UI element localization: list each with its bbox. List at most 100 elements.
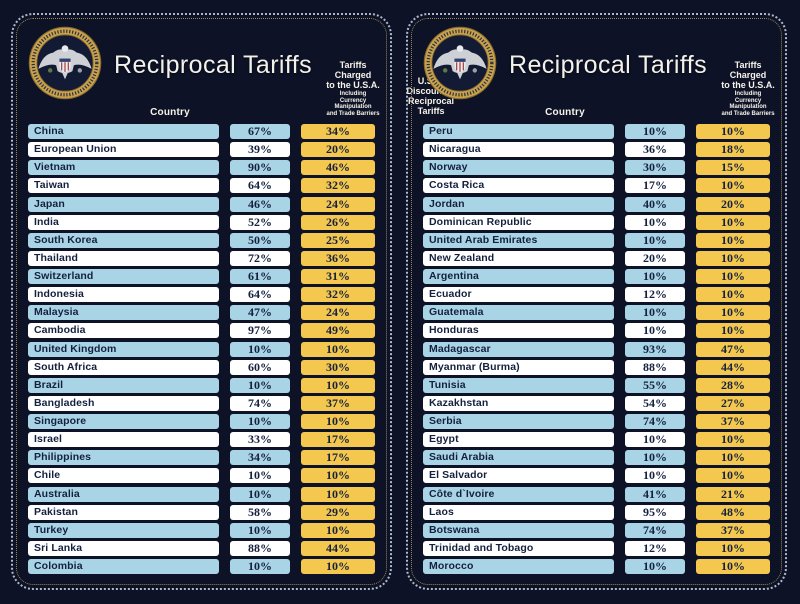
- table-row: Singapore 10% 10%: [28, 414, 375, 429]
- country-cell: Brazil: [28, 377, 219, 393]
- discounted-tariff-cell: 10%: [301, 377, 375, 393]
- charged-tariff-cell: 61%: [230, 269, 290, 284]
- charged-tariff-cell: 10%: [625, 305, 685, 321]
- charged-sub-line: Including: [339, 91, 367, 97]
- country-cell: Dominican Republic: [423, 214, 614, 230]
- charged-tariff-cell: 33%: [230, 432, 290, 448]
- discounted-tariff-cell: 25%: [301, 232, 375, 248]
- country-cell: United Arab Emirates: [423, 232, 614, 248]
- country-cell: Malaysia: [28, 305, 219, 321]
- charged-header-subtext: Including Currency Manipulation and Trad…: [323, 91, 383, 117]
- discounted-tariff-cell: 36%: [301, 250, 375, 266]
- country-cell: Peru: [423, 124, 614, 139]
- charged-header-line: Tariffs Charged: [729, 60, 767, 80]
- charged-sub-line: and Trade Barriers: [326, 110, 380, 117]
- charged-tariff-cell: 74%: [625, 414, 685, 429]
- discounted-tariff-cell: 20%: [696, 196, 770, 212]
- country-cell: Philippines: [28, 450, 219, 466]
- table-row: Vietnam 90% 46%: [28, 160, 375, 176]
- table-row: Brazil 10% 10%: [28, 377, 375, 393]
- country-cell: Serbia: [423, 414, 614, 429]
- country-cell: South Africa: [28, 359, 219, 375]
- charged-tariff-cell: 12%: [625, 287, 685, 303]
- discounted-tariff-cell: 15%: [696, 160, 770, 176]
- discounted-tariff-cell: 21%: [696, 486, 770, 502]
- discounted-tariff-cell: 10%: [696, 323, 770, 339]
- panel-inner: Reciprocal Tariffs Country Tariffs Charg…: [16, 18, 456, 585]
- table-row: South Korea 50% 25%: [28, 232, 375, 248]
- charged-tariff-cell: 12%: [625, 540, 685, 556]
- presidential-seal-icon: [422, 24, 498, 105]
- country-cell: United Kingdom: [28, 341, 219, 357]
- charged-tariff-cell: 10%: [625, 232, 685, 248]
- table-row: Japan 46% 24%: [28, 196, 375, 212]
- presidential-seal-icon: [27, 24, 103, 105]
- country-cell: Turkey: [28, 522, 219, 538]
- charged-tariff-cell: 74%: [625, 522, 685, 538]
- table-row: Sri Lanka 88% 44%: [28, 540, 375, 556]
- country-cell: Trinidad and Tobago: [423, 540, 614, 556]
- charged-tariff-cell: 10%: [230, 341, 290, 357]
- charged-tariff-cell: 30%: [625, 160, 685, 176]
- table-row: Kazakhstan 54% 27%: [423, 395, 770, 411]
- discounted-tariff-cell: 10%: [696, 432, 770, 448]
- charged-tariff-cell: 10%: [230, 468, 290, 484]
- discounted-tariff-cell: 10%: [696, 178, 770, 194]
- discount-header-line: Reciprocal Tariffs: [789, 96, 800, 116]
- table-row: Pakistan 58% 29%: [28, 504, 375, 520]
- discounted-tariff-cell: 29%: [301, 504, 375, 520]
- panel-inner: Reciprocal Tariffs Country Tariffs Charg…: [411, 18, 782, 585]
- charged-tariff-cell: 60%: [230, 359, 290, 375]
- discounted-tariff-cell: 24%: [301, 305, 375, 321]
- country-cell: Singapore: [28, 414, 219, 429]
- charged-tariff-cell: 41%: [625, 486, 685, 502]
- table-row: Norway 30% 15%: [423, 160, 770, 176]
- charged-tariff-cell: 52%: [230, 214, 290, 230]
- discounted-tariff-cell: 37%: [696, 522, 770, 538]
- table-row: South Africa 60% 30%: [28, 359, 375, 375]
- table-row: United Arab Emirates 10% 10%: [423, 232, 770, 248]
- brand: Reciprocal Tariffs: [27, 24, 312, 105]
- table-row: El Salvador 10% 10%: [423, 468, 770, 484]
- discounted-tariff-cell: 32%: [301, 178, 375, 194]
- charged-header-subtext: Including Currency Manipulation and Trad…: [718, 91, 778, 117]
- charged-tariff-cell: 10%: [230, 414, 290, 429]
- tariff-panel-right: Reciprocal Tariffs Country Tariffs Charg…: [406, 13, 787, 590]
- charged-tariff-cell: 72%: [230, 250, 290, 266]
- discounted-tariff-cell: 37%: [301, 395, 375, 411]
- discounted-tariff-cell: 37%: [696, 414, 770, 429]
- charged-tariff-cell: 88%: [230, 540, 290, 556]
- charged-tariff-cell: 39%: [230, 142, 290, 158]
- discounted-tariff-cell: 17%: [301, 450, 375, 466]
- country-cell: Egypt: [423, 432, 614, 448]
- charged-tariff-cell: 64%: [230, 287, 290, 303]
- country-cell: Kazakhstan: [423, 395, 614, 411]
- discounted-tariff-cell: 44%: [696, 359, 770, 375]
- charged-tariff-cell: 20%: [625, 250, 685, 266]
- charged-sub-line: Including: [734, 91, 762, 97]
- charged-tariff-cell: 47%: [230, 305, 290, 321]
- table-row: Myanmar (Burma) 88% 44%: [423, 359, 770, 375]
- discounted-tariff-cell: 31%: [301, 269, 375, 284]
- discounted-tariff-cell: 10%: [696, 450, 770, 466]
- discounted-tariff-cell: 10%: [696, 540, 770, 556]
- discounted-tariff-cell: 10%: [696, 559, 770, 574]
- country-cell: Cambodia: [28, 323, 219, 339]
- table-row: Australia 10% 10%: [28, 486, 375, 502]
- discounted-tariff-cell: 26%: [301, 214, 375, 230]
- brand: Reciprocal Tariffs: [422, 24, 707, 105]
- country-cell: Ecuador: [423, 287, 614, 303]
- discounted-tariff-cell: 10%: [301, 486, 375, 502]
- table-row: Trinidad and Tobago 12% 10%: [423, 540, 770, 556]
- charged-tariff-cell: 95%: [625, 504, 685, 520]
- country-cell: Indonesia: [28, 287, 219, 303]
- table-row: Jordan 40% 20%: [423, 196, 770, 212]
- charged-tariff-cell: 10%: [625, 323, 685, 339]
- column-header-charged: Tariffs Charged to the U.S.A. Including …: [323, 60, 383, 118]
- table-row: Philippines 34% 17%: [28, 450, 375, 466]
- charged-tariff-cell: 50%: [230, 232, 290, 248]
- table-row: Cambodia 97% 49%: [28, 323, 375, 339]
- table-row: Argentina 10% 10%: [423, 269, 770, 284]
- table-row: United Kingdom 10% 10%: [28, 341, 375, 357]
- discounted-tariff-cell: 32%: [301, 287, 375, 303]
